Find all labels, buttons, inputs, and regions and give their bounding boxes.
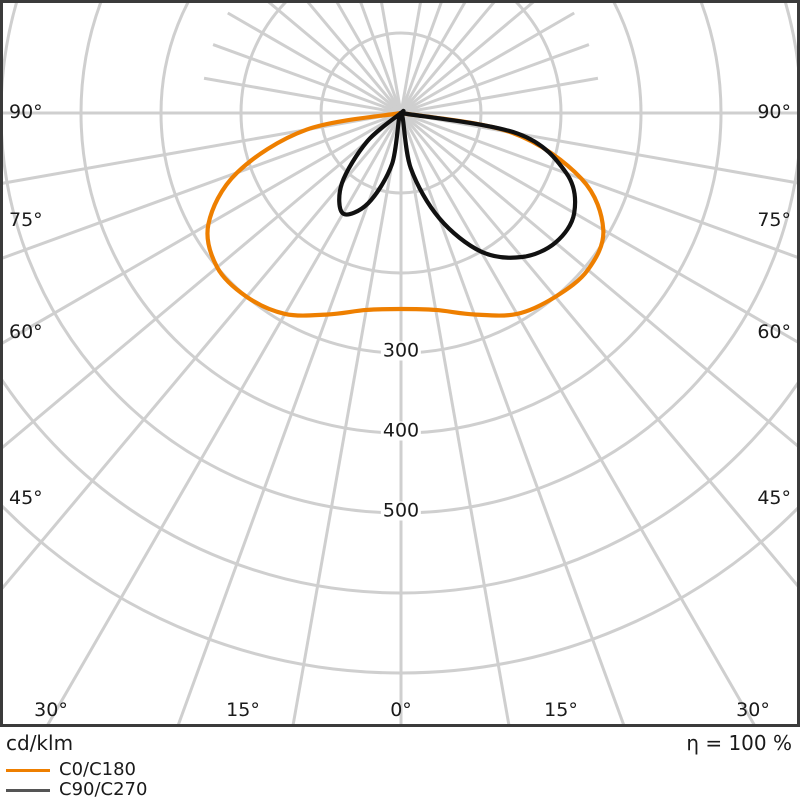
radial-value-label-400: 400 — [380, 419, 422, 442]
legend-item-1[interactable]: C90/C270 — [6, 780, 406, 800]
left-angle-label-3: 45° — [9, 487, 43, 509]
grid-spoke--40 — [3, 112, 403, 590]
grid-spoke-50 — [400, 111, 797, 448]
grid-spoke-20 — [399, 112, 625, 724]
bottom-angle-label-1: 15° — [226, 699, 260, 721]
grid-spoke-upper-140 — [399, 3, 496, 114]
legend-swatch-icon — [6, 788, 50, 792]
grid-spoke-upper--170 — [380, 3, 403, 114]
grid-spoke--30 — [46, 112, 403, 724]
efficiency-label: η = 100 % — [686, 731, 792, 755]
grid-spoke-upper-120 — [400, 11, 575, 115]
bottom-angle-label-0: 30° — [34, 699, 68, 721]
grid-spoke-upper--140 — [306, 3, 403, 114]
legend-swatch-icon — [6, 768, 50, 772]
left-angle-label-2: 60° — [9, 321, 43, 343]
grid-spoke--80 — [3, 111, 402, 185]
bottom-angle-label-3: 15° — [544, 699, 578, 721]
radial-value-label-300: 300 — [380, 339, 422, 362]
legend: C0/C180 C90/C270 — [6, 760, 406, 800]
grid-spoke-upper-160 — [399, 3, 443, 114]
grid-spoke--20 — [177, 112, 403, 724]
unit-label: cd/klm — [6, 731, 74, 755]
grid-spoke-upper--160 — [359, 3, 403, 114]
grid-spoke-upper-150 — [399, 3, 467, 114]
polar-plot-frame: 90° 75° 60° 45° 90° 75° 60° 45° 30° 15° 0° 15° 30°… — [0, 0, 800, 727]
radial-value-label-500: 500 — [380, 499, 422, 522]
grid-spoke-40 — [399, 112, 797, 588]
curve-c0-c180 — [205, 110, 606, 318]
grid-spoke-80 — [400, 111, 797, 185]
grid-spoke-upper-170 — [399, 3, 422, 114]
grid-spoke--70 — [3, 111, 402, 260]
grid-spoke-upper--120 — [227, 11, 402, 115]
grid-spoke-10 — [399, 112, 511, 724]
grid-spoke-60 — [400, 111, 797, 344]
grid-spoke--10 — [291, 112, 403, 724]
grid-spoke-upper-100 — [400, 76, 599, 115]
left-angle-label-1: 75° — [9, 209, 43, 231]
legend-label: C0/C180 — [59, 759, 137, 780]
right-angle-label-0: 90° — [757, 101, 791, 123]
grid-spoke-upper--110 — [212, 43, 402, 115]
polar-grid-spokes — [3, 3, 797, 724]
grid-spoke-upper--150 — [335, 3, 403, 114]
grid-spoke-upper-130 — [400, 3, 535, 115]
grid-spoke-upper--100 — [203, 76, 402, 115]
grid-spoke-upper--130 — [267, 3, 402, 115]
legend-label: C90/C270 — [59, 779, 148, 800]
grid-spoke--60 — [3, 111, 402, 345]
grid-spoke-70 — [400, 111, 797, 259]
grid-spoke-30 — [399, 112, 756, 724]
polar-grid-and-curves — [3, 3, 797, 724]
right-angle-label-1: 75° — [757, 209, 791, 231]
bottom-angle-label-2: 0° — [390, 699, 412, 721]
curve-c90-c270 — [337, 108, 578, 260]
footer-row: cd/klm η = 100 % — [0, 727, 800, 760]
right-angle-label-3: 45° — [757, 487, 791, 509]
grid-spoke-upper-110 — [400, 43, 590, 115]
left-angle-label-0: 90° — [9, 101, 43, 123]
right-angle-label-2: 60° — [757, 321, 791, 343]
grid-spoke--50 — [3, 111, 402, 449]
legend-item-0[interactable]: C0/C180 — [6, 760, 406, 780]
bottom-angle-label-4: 30° — [736, 699, 770, 721]
